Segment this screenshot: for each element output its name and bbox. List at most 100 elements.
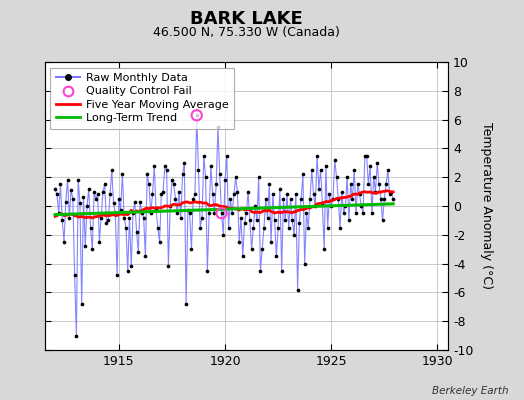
Point [84,186,93,192]
Point [212,181,221,188]
Point [363,152,371,159]
Point [194,167,203,173]
Point [297,196,305,202]
Point [384,167,392,173]
Point [322,162,330,169]
Point [116,207,125,214]
Point [157,191,166,198]
Point [189,196,198,202]
Point [56,181,64,188]
Point [107,167,116,173]
Point [118,171,127,178]
Point [162,167,171,173]
Point [209,191,217,198]
Point [281,217,289,224]
Point [253,217,261,224]
Point [136,198,144,205]
Point [171,196,180,202]
Point [125,214,134,221]
Point [127,263,135,270]
Point [62,198,70,205]
Point [313,152,321,159]
Point [83,203,91,209]
Point [334,196,343,202]
Point [283,191,291,198]
Point [54,210,63,216]
Point [270,217,279,224]
Point [267,239,275,245]
Point [264,214,272,221]
Point [58,217,67,224]
Point [249,224,258,231]
Point [122,224,130,231]
Point [246,217,254,224]
Point [242,210,250,216]
Point [377,196,385,202]
Point [104,217,113,224]
Point [90,188,99,195]
Point [241,220,249,226]
Point [120,214,128,221]
Point [255,174,263,180]
Point [346,181,355,188]
Point [354,181,362,188]
Point [53,191,61,198]
Point [299,171,307,178]
Point [145,181,153,188]
Point [214,124,222,130]
Point [230,191,238,198]
Point [219,232,227,238]
Point [232,174,240,180]
Point [51,186,59,192]
Point [380,196,388,202]
Point [223,152,231,159]
Point [233,188,242,195]
Point [260,224,268,231]
Point [143,171,151,178]
Point [175,188,183,195]
Point [60,239,68,245]
Point [285,224,293,231]
Point [74,177,82,183]
Point [65,214,73,221]
Point [215,171,224,178]
Point [238,253,247,260]
Point [154,224,162,231]
Point [325,191,334,198]
Point [182,301,190,307]
Point [258,246,266,252]
Point [185,210,194,216]
Point [244,188,252,195]
Point [86,224,95,231]
Point [320,246,329,252]
Point [93,191,102,198]
Point [288,217,297,224]
Point [279,196,288,202]
Point [102,220,111,226]
Y-axis label: Temperature Anomaly (°C): Temperature Anomaly (°C) [479,122,493,290]
Point [247,246,256,252]
Point [110,200,118,206]
Point [364,181,373,188]
Point [88,246,96,252]
Point [133,229,141,235]
Point [357,203,366,209]
Point [210,210,219,216]
Point [337,188,346,195]
Point [206,162,215,169]
Point [170,181,178,188]
Point [191,191,199,198]
Point [372,188,380,195]
Point [72,332,81,339]
Point [274,224,282,231]
Point [290,232,298,238]
Point [147,210,155,216]
Point [161,162,169,169]
Point [201,174,210,180]
Point [70,272,79,278]
Point [130,198,139,205]
Point [359,210,367,216]
Point [278,268,286,274]
Point [375,181,383,188]
Point [352,210,360,216]
